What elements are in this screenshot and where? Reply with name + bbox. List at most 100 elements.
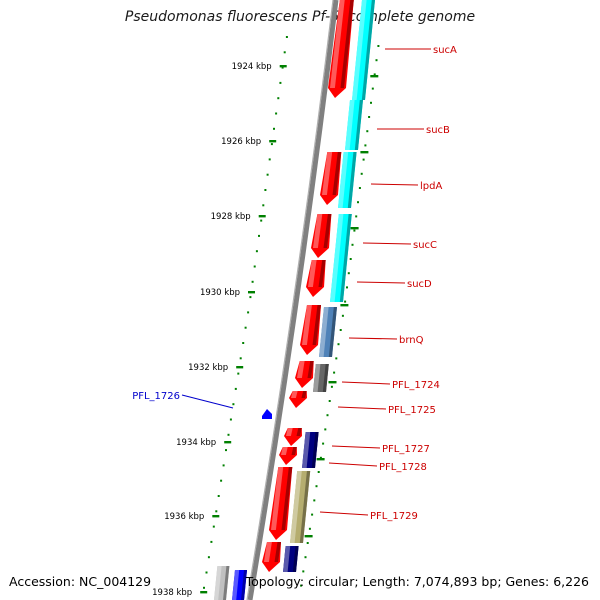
blue-block	[232, 570, 247, 600]
minor-tick	[207, 556, 210, 559]
cds-arrow-6	[295, 361, 314, 388]
suca-block-shadow	[361, 0, 375, 100]
minor-tick	[217, 495, 220, 497]
minor-tick	[203, 586, 205, 589]
inner-major-tick	[340, 304, 349, 307]
kbp-label: 1924 kbp	[232, 62, 272, 72]
label-leader	[319, 511, 369, 516]
inner-major-tick	[328, 381, 337, 384]
grey-block-shadow	[223, 566, 230, 600]
minor-tick	[277, 97, 280, 100]
kbp-label: 1934 kbp	[176, 438, 216, 448]
minor-tick	[279, 81, 282, 84]
gene-label: sucB	[426, 125, 450, 136]
inner-tick	[355, 215, 358, 218]
inner-major-tick	[304, 535, 313, 538]
inner-major-tick	[316, 458, 325, 461]
pfl1727-block	[302, 432, 319, 468]
minor-tick	[205, 571, 208, 574]
minor-tick	[212, 525, 215, 528]
inner-tick	[366, 130, 369, 133]
cds-arrow-9-highlight	[281, 447, 288, 455]
inner-tick	[341, 314, 344, 317]
inner-tick	[328, 400, 331, 402]
kbp-label: 1932 kbp	[188, 363, 228, 373]
minor-tick	[255, 250, 258, 253]
cds-arrow-10-shadow	[281, 467, 293, 530]
minor-tick	[273, 127, 275, 130]
cds-arrow-10-highlight	[271, 467, 284, 530]
minor-tick	[283, 51, 286, 54]
inner-tick	[306, 542, 309, 544]
gene-label: lpdA	[420, 181, 442, 192]
inner-tick	[317, 471, 320, 473]
minor-tick	[232, 403, 235, 406]
minor-tick	[234, 387, 237, 390]
minor-tick	[239, 357, 242, 360]
inner-tick	[344, 300, 347, 303]
gene-label: sucD	[407, 279, 432, 290]
inner-tick	[319, 456, 322, 459]
kbp-label: 1938 kbp	[152, 588, 192, 598]
minor-tick	[264, 189, 267, 191]
inner-tick	[311, 513, 314, 516]
label-leader	[370, 183, 419, 186]
cds-arrow-4-shadow	[318, 260, 326, 287]
length-value: 7,074,893 bp	[413, 574, 498, 589]
cds-arrow-2	[320, 152, 342, 205]
cds-arrow-5	[300, 305, 321, 355]
minor-tick	[220, 479, 223, 482]
succ-block-highlight	[330, 214, 344, 302]
gene-label: PFL_1726	[132, 391, 180, 402]
inner-tick	[308, 527, 311, 530]
minor-tick	[266, 173, 269, 176]
gene-label: sucC	[413, 240, 437, 251]
cds-arrow-5-shadow	[312, 305, 321, 345]
cds-arrow-4	[306, 260, 326, 297]
label-leader	[341, 381, 391, 385]
minor-tick	[227, 433, 230, 436]
pfl1729-block	[290, 471, 311, 543]
inner-tick	[357, 201, 359, 204]
minor-tick	[285, 36, 288, 38]
minor-tick	[251, 280, 254, 283]
minor-tick	[281, 66, 284, 69]
major-tick	[224, 441, 232, 444]
genome-backbone	[246, 0, 339, 600]
gene-label: PFL_1725	[388, 405, 436, 416]
cds-arrow-3-shadow	[323, 214, 332, 248]
lpda-block-highlight	[338, 152, 349, 208]
sucb-block	[345, 100, 363, 150]
major-tick	[236, 366, 244, 369]
grey-block	[214, 566, 230, 600]
inner-tick	[346, 286, 348, 289]
minor-tick	[229, 418, 232, 421]
brnq-block-shadow	[328, 307, 337, 357]
minor-tick	[270, 143, 273, 146]
genes-label: Genes:	[505, 574, 550, 589]
minor-tick	[215, 510, 218, 513]
cds-arrow-6-highlight	[297, 361, 305, 378]
minor-tick	[275, 112, 278, 115]
cds-arrow-8-shadow	[296, 428, 302, 436]
genome-summary-footer: Topology: circular; Length: 7,074,893 bp…	[245, 574, 589, 589]
major-tick	[248, 291, 255, 294]
cds-arrow-1	[328, 0, 354, 98]
lpda-block-shadow	[347, 152, 357, 208]
inner-tick	[337, 343, 340, 346]
succ-block-shadow	[339, 214, 352, 302]
pfl1727-block-shadow	[311, 432, 319, 468]
minor-tick	[253, 265, 256, 268]
major-tick	[200, 591, 208, 594]
inner-tick	[353, 229, 356, 232]
inner-tick	[370, 101, 372, 104]
inner-tick	[364, 144, 367, 147]
suca-block	[352, 0, 375, 100]
accession-label: Accession:	[9, 574, 76, 589]
blue-block-shadow	[241, 570, 247, 600]
label-leader	[362, 242, 412, 245]
minor-tick	[268, 158, 271, 161]
label-leader	[337, 406, 387, 410]
minor-tick	[225, 449, 227, 452]
cds-arrow-7-shadow	[301, 391, 307, 398]
